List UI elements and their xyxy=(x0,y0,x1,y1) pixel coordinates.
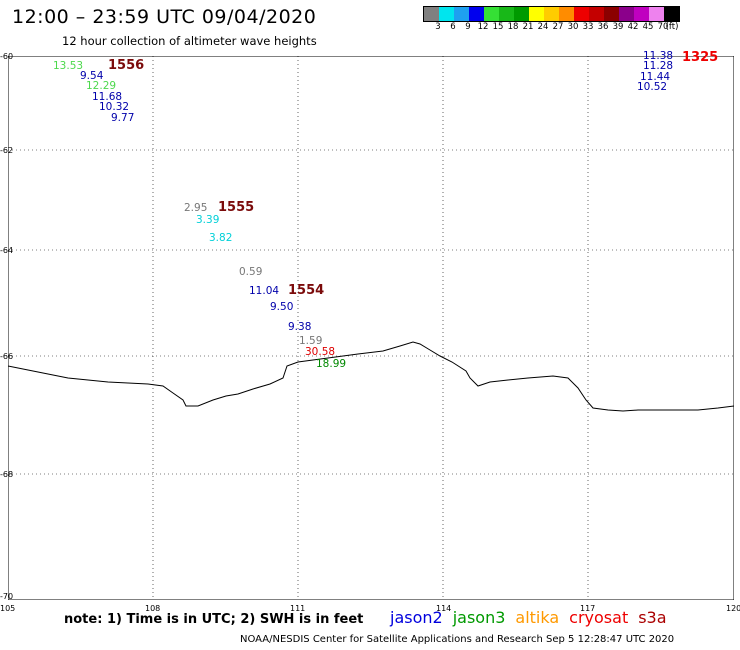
colorbar-swatch xyxy=(439,7,454,21)
map-subtitle: 12 hour collection of altimeter wave hei… xyxy=(62,34,317,48)
track-label: 1556 xyxy=(108,58,145,73)
wave-height-reading: 3.39 xyxy=(196,214,220,226)
track-label: 1554 xyxy=(288,283,325,298)
wave-height-reading: 13.53 xyxy=(53,60,84,72)
longitude-label: 120 xyxy=(726,604,740,613)
wave-height-reading: 10.32 xyxy=(99,101,130,113)
colorbar-label: 21 xyxy=(522,22,534,32)
colorbar-swatch xyxy=(559,7,574,21)
colorbar-label: (ft) xyxy=(665,22,679,32)
wave-height-reading: 11.04 xyxy=(249,285,280,297)
colorbar-label: 33 xyxy=(582,22,594,32)
colorbar-swatch xyxy=(529,7,544,21)
latitude-label: -66 xyxy=(0,352,14,361)
colorbar-swatch xyxy=(604,7,619,21)
satellite-legend: jason2 jason3 altika cryosat s3a xyxy=(390,608,677,627)
colorbar-swatch xyxy=(469,7,484,21)
longitude-label: 114 xyxy=(436,604,452,613)
satellite-legend-item: cryosat xyxy=(569,608,629,627)
longitude-label: 108 xyxy=(145,604,161,613)
colorbar-swatch xyxy=(574,7,589,21)
colorbar-label: 6 xyxy=(450,22,456,32)
colorbar-swatch xyxy=(424,7,439,21)
map-svg xyxy=(8,56,734,600)
colorbar-swatch xyxy=(484,7,499,21)
satellite-legend-item: s3a xyxy=(638,608,667,627)
colorbar-swatch xyxy=(544,7,559,21)
satellite-legend-item: jason2 xyxy=(390,608,443,627)
wave-height-reading: 1.59 xyxy=(299,335,323,347)
map-plot-area xyxy=(8,56,734,600)
colorbar-swatch xyxy=(454,7,469,21)
latitude-label: -62 xyxy=(0,146,14,155)
map-frame xyxy=(8,56,734,600)
wave-height-reading: 9.54 xyxy=(80,70,104,82)
wave-height-reading: 9.38 xyxy=(288,321,312,333)
wave-height-reading: 18.99 xyxy=(316,358,347,370)
wave-height-reading: 2.95 xyxy=(184,202,208,214)
colorbar-label: 15 xyxy=(492,22,504,32)
colorbar-swatch xyxy=(589,7,604,21)
wave-height-reading: 11.68 xyxy=(92,91,123,103)
colorbar-label: 39 xyxy=(612,22,624,32)
wave-height-reading: 10.52 xyxy=(637,81,668,93)
colorbar-label: 70 xyxy=(657,22,669,32)
colorbar-swatch xyxy=(634,7,649,21)
latitude-label: -68 xyxy=(0,470,14,479)
colorbar-swatch xyxy=(499,7,514,21)
colorbar-swatch xyxy=(514,7,529,21)
wave-height-reading: 12.29 xyxy=(86,80,117,92)
colorbar-label: 42 xyxy=(627,22,639,32)
colorbar-label: 27 xyxy=(552,22,564,32)
wave-height-reading: 9.50 xyxy=(270,301,294,313)
wave-height-reading: 9.77 xyxy=(111,112,135,124)
track-label: 1325 xyxy=(682,50,719,65)
colorbar-label: 18 xyxy=(507,22,519,32)
colorbar-label: 12 xyxy=(477,22,489,32)
wave-height-reading: 11.44 xyxy=(640,71,671,83)
colorbar-swatch xyxy=(619,7,634,21)
latitude-label: -60 xyxy=(0,52,14,61)
credit-line: NOAA/NESDIS Center for Satellite Applica… xyxy=(240,634,675,645)
colorbar-swatch xyxy=(664,7,679,21)
wave-height-reading: 3.82 xyxy=(209,232,233,244)
graticule xyxy=(8,56,734,600)
colorbar-label: 3 xyxy=(435,22,441,32)
map-title: 12:00 – 23:59 UTC 09/04/2020 xyxy=(12,6,317,28)
colorbar-label: 24 xyxy=(537,22,549,32)
wave-height-reading: 11.28 xyxy=(643,60,674,72)
wave-height-reading: 0.59 xyxy=(239,266,263,278)
wave-height-reading: 30.58 xyxy=(305,346,336,358)
wave-height-reading: 11.38 xyxy=(643,50,674,62)
footer-note: note: 1) Time is in UTC; 2) SWH is in fe… xyxy=(64,612,364,627)
colorbar-label: 30 xyxy=(567,22,579,32)
colorbar-label: 45 xyxy=(642,22,654,32)
longitude-label: 111 xyxy=(290,604,306,613)
satellite-legend-item: jason3 xyxy=(452,608,506,627)
colorbar-label: 36 xyxy=(597,22,609,32)
antarctic-coastline xyxy=(8,341,734,412)
colorbar-label: 9 xyxy=(465,22,471,32)
satellite-legend-item: altika xyxy=(515,608,560,627)
longitude-label: 117 xyxy=(580,604,596,613)
latitude-label: -64 xyxy=(0,246,14,255)
latitude-label: -70 xyxy=(0,592,14,601)
track-label: 1555 xyxy=(218,200,255,215)
wave-height-colorbar xyxy=(423,6,680,22)
colorbar-swatch xyxy=(649,7,664,21)
longitude-label: 105 xyxy=(0,604,16,613)
